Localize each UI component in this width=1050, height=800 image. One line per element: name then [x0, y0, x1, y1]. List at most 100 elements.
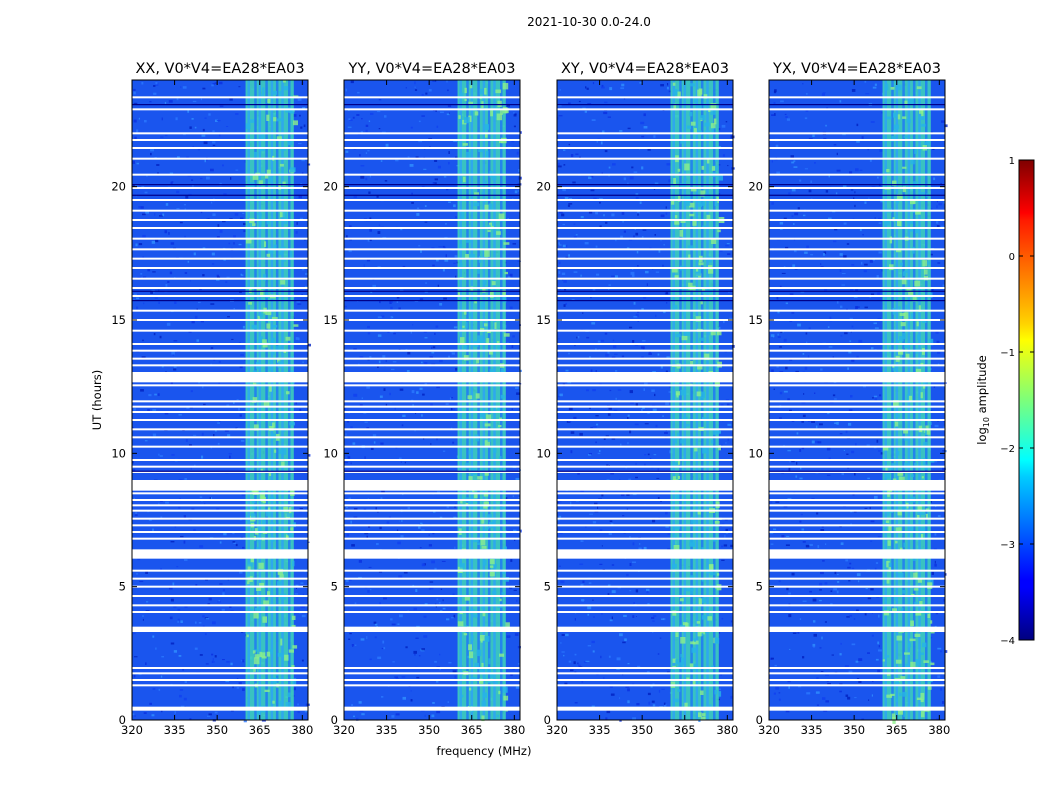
flag-gap: [557, 372, 733, 382]
axes-frame-xx: [131, 79, 309, 721]
flag-row: [344, 309, 520, 312]
colorbar-tick-label: −3: [1000, 540, 1015, 551]
flag-gap: [769, 549, 945, 559]
flag-row: [557, 672, 733, 675]
flag-row: [557, 132, 733, 135]
x-tick-label: 350: [631, 723, 653, 737]
flag-row: [344, 517, 520, 520]
x-tick-label: 380: [503, 723, 525, 737]
rfi-band: [457, 80, 510, 722]
dark-row: [557, 470, 733, 472]
flag-row: [132, 257, 308, 260]
flag-row: [132, 384, 308, 387]
flag-row: [132, 524, 308, 527]
x-tick-label: 320: [546, 723, 568, 737]
flag-row: [344, 577, 520, 580]
flag-row: [344, 667, 520, 669]
flag-row: [557, 267, 733, 269]
flag-row: [344, 524, 520, 527]
y-tick-label: 0: [119, 713, 126, 727]
flag-row: [132, 309, 308, 312]
x-tick-label: 320: [758, 723, 780, 737]
flag-row: [344, 585, 520, 588]
y-tick-label: 10: [323, 446, 338, 460]
flag-row: [769, 509, 945, 512]
flag-gap: [769, 626, 945, 632]
flagged-rows: [557, 96, 733, 711]
flag-row: [132, 199, 308, 201]
panel-xy: XY, V0*V4=EA28*EA03 320 335 350 365 380 0 5 10 1…: [536, 61, 738, 737]
flag-row: [344, 108, 520, 111]
flag-row: [769, 384, 945, 387]
colorbar-tick-label: −4: [1000, 636, 1015, 647]
dark-row: [132, 300, 308, 302]
flag-row: [769, 295, 945, 297]
flag-row: [344, 604, 520, 607]
flag-row: [344, 471, 520, 473]
flag-row: [769, 492, 945, 495]
flag-row: [769, 139, 945, 141]
dark-row: [769, 290, 945, 292]
flag-row: [557, 147, 733, 149]
flag-row: [557, 209, 733, 212]
flag-row: [557, 227, 733, 229]
flag-row: [557, 400, 733, 403]
dark-row: [557, 194, 733, 196]
flag-row: [769, 471, 945, 473]
flag-gap: [132, 480, 308, 491]
flag-row: [769, 569, 945, 572]
flag-row: [344, 595, 520, 597]
dark-row: [344, 104, 520, 106]
flag-row: [557, 459, 733, 461]
flag-row: [132, 329, 308, 332]
y-tick-label: 20: [111, 180, 126, 194]
dark-row: [132, 470, 308, 472]
flag-row: [769, 173, 945, 176]
flag-row: [344, 173, 520, 176]
flag-row: [769, 343, 945, 345]
y-axis-label: UT (hours): [90, 370, 104, 430]
flag-row: [132, 227, 308, 229]
flag-row: [344, 492, 520, 495]
flag-row: [557, 471, 733, 473]
flag-row: [557, 139, 733, 141]
flag-row: [132, 147, 308, 149]
flag-row: [132, 357, 308, 360]
dark-row: [344, 290, 520, 292]
flag-row: [557, 219, 733, 221]
flag-gap: [557, 549, 733, 559]
figure-title: 2021-10-30 0.0-24.0: [527, 15, 651, 29]
flagged-rows: [769, 96, 945, 711]
flag-row: [557, 384, 733, 387]
flag-row: [132, 248, 308, 251]
flag-row: [557, 517, 733, 520]
flag-row: [132, 405, 308, 408]
x-tick-label: 335: [164, 723, 186, 737]
heatmap-yx: [769, 80, 948, 724]
flag-row: [344, 329, 520, 332]
y-tick-label: 10: [111, 446, 126, 460]
flag-row: [344, 227, 520, 229]
rfi-band: [882, 80, 935, 724]
flag-row: [132, 509, 308, 512]
flag-row: [132, 287, 308, 289]
flag-row: [132, 595, 308, 597]
flag-row: [769, 132, 945, 135]
flag-row: [769, 219, 945, 221]
flag-row: [344, 96, 520, 99]
flag-row: [344, 237, 520, 240]
flag-row: [769, 209, 945, 212]
flag-row: [344, 411, 520, 413]
dark-row: [769, 194, 945, 196]
dark-row: [132, 290, 308, 292]
flag-row: [557, 96, 733, 99]
flag-row: [769, 465, 945, 468]
x-tick-label: 335: [589, 723, 611, 737]
flag-row: [132, 585, 308, 588]
flag-row: [132, 295, 308, 297]
y-tick-label: 5: [119, 580, 126, 594]
flag-gap: [344, 480, 520, 491]
flag-row: [769, 585, 945, 588]
flag-row: [769, 309, 945, 312]
flag-row: [769, 405, 945, 408]
